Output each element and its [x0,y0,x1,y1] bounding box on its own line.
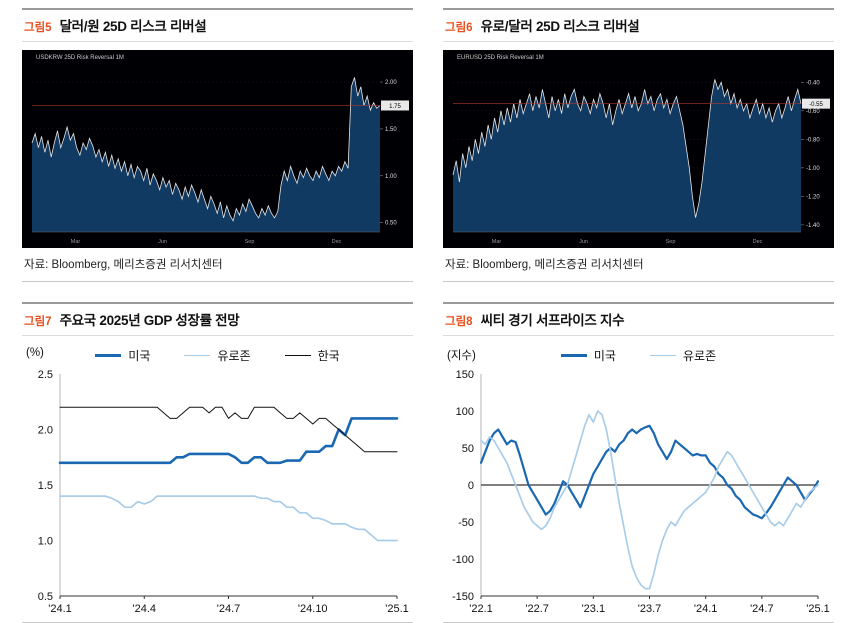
figure-6-header: 그림6 유로/달러 25D 리스크 리버설 [443,8,834,42]
svg-text:-150: -150 [452,591,474,603]
y-axis-unit-label: (%) [26,347,44,359]
legend-swatch [284,355,311,356]
y-axis-unit-label: (지수) [447,350,476,362]
legend-swatch [95,354,122,357]
svg-text:1.00: 1.00 [385,174,397,180]
figure-5-tag: 그림5 [24,22,52,34]
svg-text:0: 0 [468,480,474,492]
svg-text:2.5: 2.5 [38,369,53,381]
svg-text:'24.7: '24.7 [217,603,241,615]
svg-text:-100: -100 [452,554,474,566]
legend-label: 미국 [128,349,151,363]
figure-6-panel: 그림6 유로/달러 25D 리스크 리버설 -0.40 -0.60 -0.80 -1.… [443,8,834,282]
eurusd-risk-reversal-chart: -0.40 -0.60 -0.80 -1.00 -1.20 -1.40 -0.55 EURUS… [443,50,834,248]
svg-text:'25.1: '25.1 [385,603,409,615]
figure-8-title: 씨티 경기 서프라이즈 지수 [480,313,625,328]
figure-6-tag: 그림6 [445,22,473,34]
figure-7-title: 주요국 2025년 GDP 성장률 전망 [59,313,240,328]
figure-6-title: 유로/달러 25D 리스크 리버설 [480,19,640,34]
figure-5-header: 그림5 달러/원 25D 리스크 리버설 [22,8,413,42]
svg-text:'24.1: '24.1 [694,603,718,615]
figure-8-panel: 그림8 씨티 경기 서프라이즈 지수 (지수) 미국 유로존 -150 -100 -5… [443,302,834,623]
figure-7-tag: 그림7 [24,316,52,328]
svg-text:'23.1: '23.1 [582,603,606,615]
svg-text:-1.00: -1.00 [806,166,820,172]
figure-8-tag: 그림8 [445,316,473,328]
svg-text:100: 100 [456,406,474,418]
legend-label: 유로존 [682,349,717,363]
svg-text:-50: -50 [458,517,474,529]
chart-legend: 미국 유로존 한국 [22,344,413,364]
svg-text:EURUSD 25D Risk Reversal 1M: EURUSD 25D Risk Reversal 1M [457,55,544,61]
legend-label: 한국 [317,349,340,363]
legend-label: 유로존 [217,349,251,363]
svg-text:'22.1: '22.1 [469,603,493,615]
svg-text:1.0: 1.0 [38,536,53,548]
svg-text:0.5: 0.5 [38,591,53,603]
report-page: 그림5 달러/원 25D 리스크 리버설 2.00 1.50 1.00 0.50 1.7… [22,8,834,623]
legend-item: 미국 [95,347,150,364]
figure-7-panel: 그림7 주요국 2025년 GDP 성장률 전망 (%) 미국 유로존 한국 0.5… [22,302,413,623]
svg-text:'24.1: '24.1 [48,603,72,615]
svg-text:Sep: Sep [666,239,676,245]
svg-text:'25.1: '25.1 [806,603,830,615]
citi-surprise-index-chart: -150 -100 -50 0 50 100 150 '22.1 '22.7 '23.1 '23.7… [452,369,830,615]
svg-text:'22.7: '22.7 [525,603,549,615]
legend-label: 미국 [593,349,616,363]
legend-item: 유로존 [184,347,251,364]
figure-5-title: 달러/원 25D 리스크 리버설 [59,19,207,34]
svg-text:1.50: 1.50 [385,127,397,133]
legend-item: 미국 [560,347,616,364]
svg-text:Sep: Sep [245,239,255,245]
svg-text:1.5: 1.5 [38,480,53,492]
svg-text:Dec: Dec [332,239,342,245]
legend-item: 유로존 [649,347,717,364]
chart-legend: 미국 유로존 [443,344,834,364]
svg-text:-0.55: -0.55 [809,102,823,108]
svg-text:USDKRW 25D Risk Reversal 1M: USDKRW 25D Risk Reversal 1M [36,55,124,61]
legend-item: 한국 [284,347,340,364]
svg-text:-0.80: -0.80 [806,137,820,143]
svg-text:'24.10: '24.10 [298,603,328,615]
svg-text:2.0: 2.0 [38,425,53,437]
gdp-growth-forecast-chart: 0.5 1.0 1.5 2.0 2.5 '24.1 '24.4 '24.7 '24.10 '25.… [38,369,409,615]
svg-text:'23.7: '23.7 [638,603,662,615]
svg-text:-0.60: -0.60 [806,109,820,115]
legend-swatch [184,354,211,357]
figure-5-source: 자료: Bloomberg, 메리츠증권 리서치센터 [22,248,413,282]
svg-text:Mar: Mar [492,239,502,245]
figure-7-chart-top: (%) 미국 유로존 한국 [22,344,413,366]
svg-text:'24.7: '24.7 [750,603,774,615]
figure-8-header: 그림8 씨티 경기 서프라이즈 지수 [443,302,834,336]
legend-swatch [560,354,587,357]
svg-text:-0.40: -0.40 [806,80,820,86]
usdkrw-risk-reversal-chart: 2.00 1.50 1.00 0.50 1.75 USDKRW 25D Risk Reve… [22,50,413,248]
svg-text:50: 50 [462,443,474,455]
svg-text:1.75: 1.75 [389,104,401,110]
svg-text:Mar: Mar [71,239,81,245]
svg-text:150: 150 [456,369,474,381]
figure-8-chart-top: (지수) 미국 유로존 [443,344,834,366]
svg-text:Jun: Jun [158,239,167,245]
svg-text:2.00: 2.00 [385,80,397,86]
figure-7-header: 그림7 주요국 2025년 GDP 성장률 전망 [22,302,413,336]
svg-text:-1.20: -1.20 [806,194,820,200]
svg-text:'24.4: '24.4 [132,603,156,615]
figure-6-source: 자료: Bloomberg, 메리츠증권 리서치센터 [443,248,834,282]
svg-text:-1.40: -1.40 [806,223,820,229]
figure-5-panel: 그림5 달러/원 25D 리스크 리버설 2.00 1.50 1.00 0.50 1.7… [22,8,413,282]
svg-text:Jun: Jun [579,239,588,245]
svg-text:0.50: 0.50 [385,221,397,227]
svg-text:Dec: Dec [753,239,763,245]
legend-swatch [649,354,676,357]
